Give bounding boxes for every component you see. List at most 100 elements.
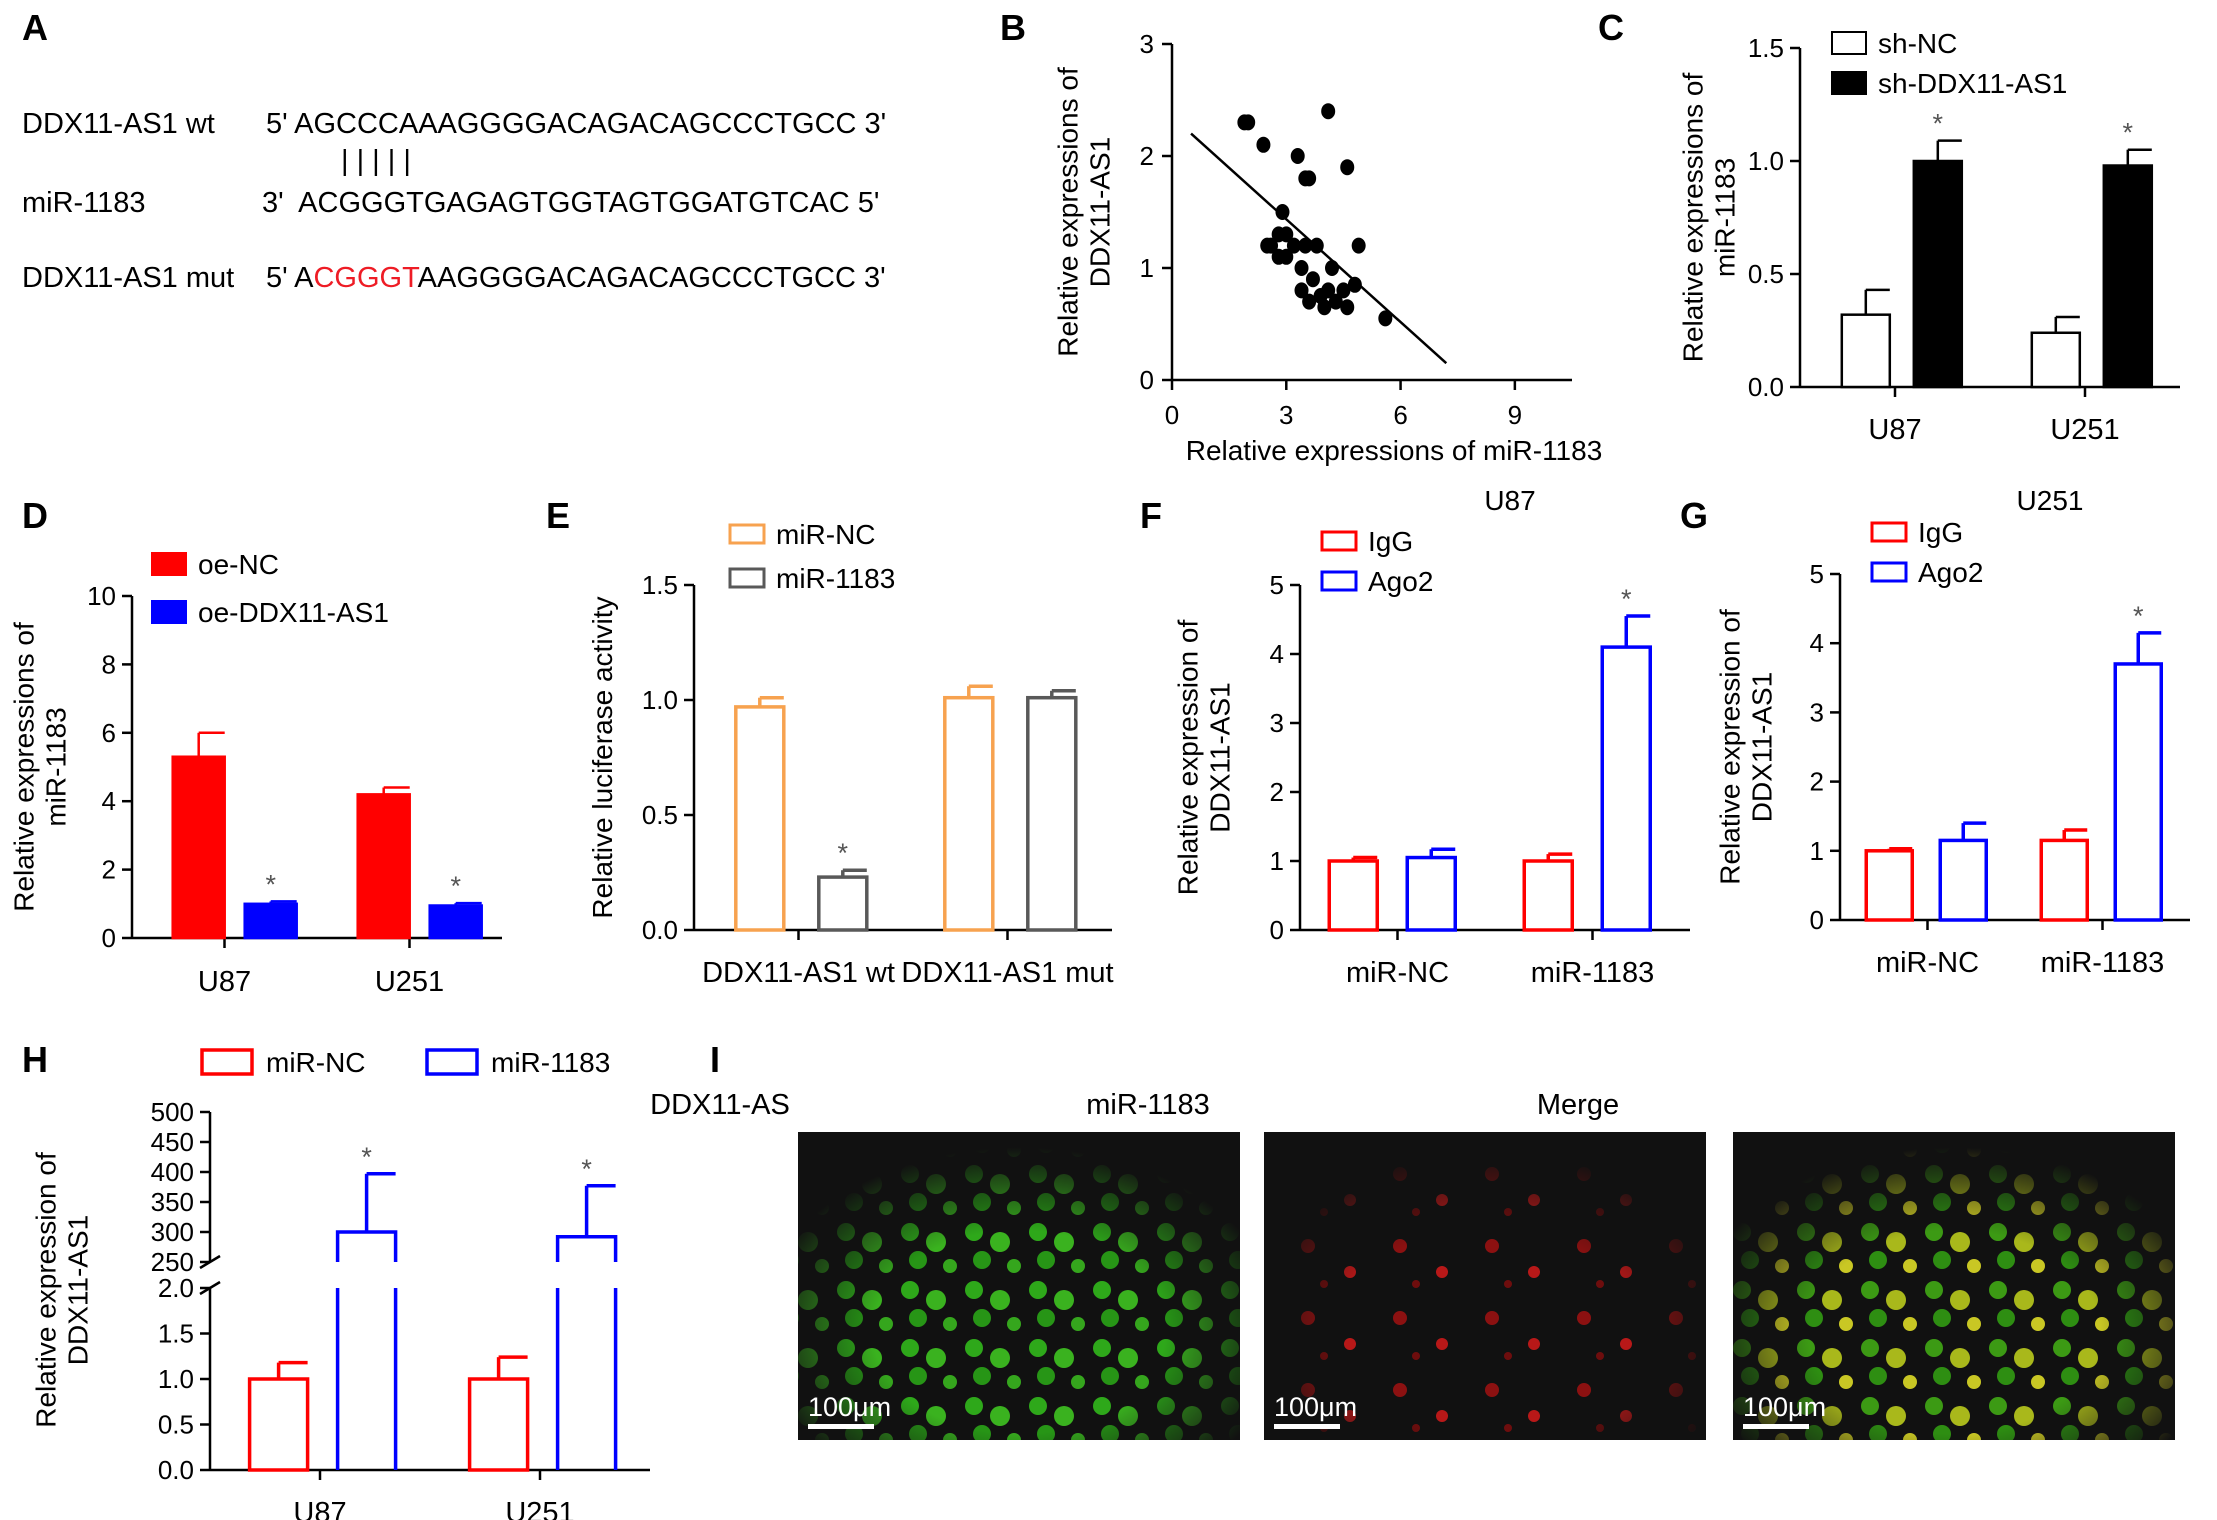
scatter-point <box>1328 293 1343 310</box>
significance-star: * <box>1621 584 1632 614</box>
legend-label: IgG <box>1918 517 1963 548</box>
scatter-point <box>1336 282 1351 299</box>
y-tick-label: 0.5 <box>642 800 678 830</box>
scatter-point <box>1340 159 1355 176</box>
panel-label-h: H <box>22 1039 48 1080</box>
bar <box>1912 159 1964 389</box>
y-tick-label: 1.0 <box>1748 146 1784 176</box>
y-tick-label: 1.0 <box>158 1364 194 1394</box>
panel-label-d: D <box>22 495 48 536</box>
wt-sequence: 5' AGCCCAAAGGGGACAGACAGCCCTGCC 3' <box>266 108 886 140</box>
legend-label: Ago2 <box>1368 566 1433 597</box>
chart-e-bars: 0.0 0.5 1.0 1.5 DDX11-AS1 wt * DDX11-AS1 mut Re… <box>587 519 1114 989</box>
bar <box>356 793 411 940</box>
fit-line <box>1190 132 1448 365</box>
y-axis-label-line: Relative expressions of <box>8 622 39 912</box>
x-tick-label: 6 <box>1393 400 1407 430</box>
chart-title: U251 <box>2017 485 2084 516</box>
x-category-label: U87 <box>198 966 251 998</box>
micro-image-merge: 100μm <box>1733 1132 2175 1440</box>
y-tick-label: 3 <box>1140 29 1154 59</box>
x-category-label: DDX11-AS1 mut <box>901 957 1113 989</box>
micro-title-mir1183: miR-1183 <box>1086 1089 1210 1121</box>
y-axis-label: Relative expressions ofDDX11-AS1 <box>1052 67 1115 357</box>
legend-swatch <box>1320 530 1358 552</box>
y-tick-label: 400 <box>151 1157 194 1187</box>
sequence-alignment: DDX11-AS1 wt 5' AGCCCAAAGGGGACAGACAGCCCT… <box>22 108 886 294</box>
x-tick-label: 3 <box>1279 400 1293 430</box>
y-axis-label-line: miR-1183 <box>1710 158 1741 277</box>
legend-swatch <box>200 1048 254 1076</box>
scatter-point <box>1378 310 1393 327</box>
x-category-label: U251 <box>2050 414 2119 446</box>
y-tick-label: 10 <box>87 581 116 611</box>
y-axis-label-line: Relative luciferase activity <box>587 596 618 918</box>
y-tick-label: 1.0 <box>642 685 678 715</box>
x-category-label: miR-1183 <box>1531 957 1655 989</box>
y-tick-label: 3 <box>1270 708 1284 738</box>
significance-star: * <box>2123 118 2134 148</box>
y-tick-label: 0 <box>1810 905 1824 935</box>
y-tick-label: 0.0 <box>1748 372 1784 402</box>
y-axis-label-line: DDX11-AS1 <box>1085 137 1116 287</box>
legend-label: Ago2 <box>1918 557 1983 588</box>
y-axis-label-line: DDX11-AS1 <box>1205 682 1236 832</box>
panel-label-c: C <box>1598 7 1624 48</box>
scale-label: 100μm <box>808 1392 891 1422</box>
panel-label-f: F <box>1140 495 1162 536</box>
legend-label: sh-DDX11-AS1 <box>1878 68 2067 99</box>
scatter-point <box>1340 299 1355 316</box>
scatter-point <box>1256 136 1271 153</box>
y-tick-label: 2 <box>1810 767 1824 797</box>
scatter-point <box>1290 148 1305 164</box>
y-tick-label: 0 <box>1140 365 1154 395</box>
scatter-point <box>1275 204 1290 220</box>
y-tick-label: 4 <box>1270 639 1284 669</box>
bar <box>171 755 226 940</box>
scatter-point <box>1298 237 1313 254</box>
scatter-point <box>1294 260 1309 276</box>
y-tick-label: 2.0 <box>158 1273 194 1303</box>
y-axis-label: Relative expressions ofmiR-1183 <box>1677 73 1740 363</box>
y-axis-label-line: Relative expressions of <box>1052 67 1083 357</box>
legend-label: oe-NC <box>198 549 279 580</box>
legend-swatch <box>425 1048 479 1076</box>
legend-label: miR-NC <box>776 519 876 550</box>
scatter-point <box>1305 271 1320 288</box>
y-tick-label: 0.0 <box>642 915 678 945</box>
y-tick-label: 300 <box>151 1217 194 1247</box>
scatter-point <box>1321 103 1336 120</box>
scatter-point <box>1321 282 1336 299</box>
y-axis-label-line: Relative expressions of <box>1677 73 1708 363</box>
bar <box>1938 838 1988 922</box>
significance-star: * <box>450 871 461 901</box>
legend-label: miR-1183 <box>491 1047 610 1078</box>
scale-label: 100μm <box>1274 1392 1357 1422</box>
panel-label-i: I <box>710 1039 720 1080</box>
significance-star: * <box>265 869 276 899</box>
chart-f-bars: 0 1 2 3 4 5 miR-NC miR-1183 * Relative expression… <box>1172 485 1690 989</box>
scatter-point <box>1325 260 1339 276</box>
scatter-point <box>1317 299 1332 316</box>
bar <box>1600 645 1652 932</box>
significance-star: * <box>581 1154 592 1184</box>
bar <box>1026 695 1078 932</box>
bar <box>2102 164 2154 389</box>
y-tick-label: 3 <box>1810 697 1824 727</box>
x-tick-label: 9 <box>1508 400 1522 430</box>
micro-title-ddx11: DDX11-AS <box>650 1089 790 1121</box>
y-tick-label: 2 <box>1270 777 1284 807</box>
chart-title: U87 <box>1484 485 1535 516</box>
y-tick-label: 450 <box>151 1127 194 1157</box>
scatter-point <box>1347 276 1362 293</box>
bar <box>2030 331 2082 389</box>
x-category-label: U87 <box>293 1497 346 1520</box>
mut-label: DDX11-AS1 mut <box>22 262 234 294</box>
chart-g-bars: 0 1 2 3 4 5 miR-NC miR-1183 * Relative expression… <box>1714 485 2190 979</box>
y-tick-label: 6 <box>102 718 116 748</box>
y-tick-label: 0 <box>1270 915 1284 945</box>
y-axis-label-line: Relative expression of <box>1172 620 1203 896</box>
y-tick-label: 0.5 <box>1748 259 1784 289</box>
x-category-label: miR-NC <box>1876 947 1979 979</box>
panel-label-a: A <box>22 7 48 48</box>
